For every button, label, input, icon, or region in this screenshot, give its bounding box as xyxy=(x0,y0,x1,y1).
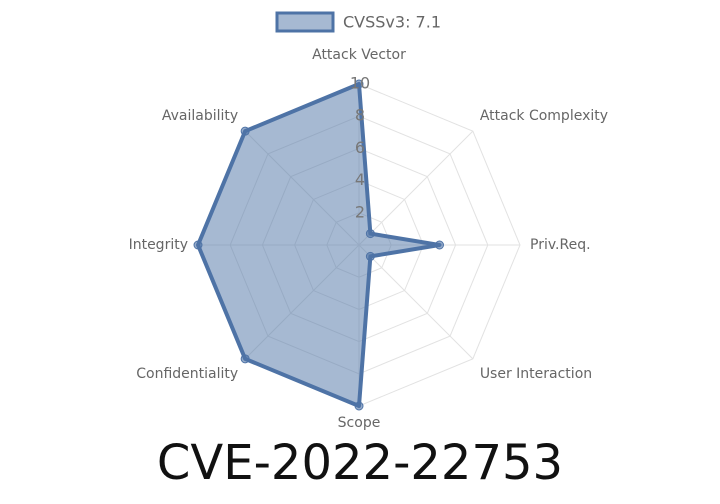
axis-label: Confidentiality xyxy=(136,366,238,382)
chart-title: CVE-2022-22753 xyxy=(157,435,563,491)
tick-label: 6 xyxy=(355,138,365,157)
data-point xyxy=(365,229,375,239)
data-point xyxy=(193,240,203,250)
tick-label: 4 xyxy=(355,170,365,189)
data-point xyxy=(354,401,364,411)
legend-label: CVSSv3: 7.1 xyxy=(343,13,441,32)
legend-swatch xyxy=(275,11,335,33)
data-point xyxy=(435,240,444,250)
tick-label: 10 xyxy=(350,74,370,93)
axis-label: Attack Vector xyxy=(312,47,406,63)
data-point xyxy=(365,251,375,261)
axis-label: Priv.Req. xyxy=(530,237,591,253)
axis-label: Scope xyxy=(338,415,381,431)
data-point xyxy=(354,79,364,89)
axis-line xyxy=(358,244,474,360)
axis-label: Attack Complexity xyxy=(480,108,608,124)
tick-label: 2 xyxy=(355,202,365,221)
axis-label: Availability xyxy=(162,108,238,124)
series-area xyxy=(196,82,442,408)
tick-label: 8 xyxy=(355,106,365,125)
axis-line xyxy=(358,130,474,246)
data-point xyxy=(240,354,250,364)
axis-label: User Interaction xyxy=(480,366,592,382)
data-point xyxy=(240,126,250,136)
axis-label: Integrity xyxy=(129,237,188,253)
